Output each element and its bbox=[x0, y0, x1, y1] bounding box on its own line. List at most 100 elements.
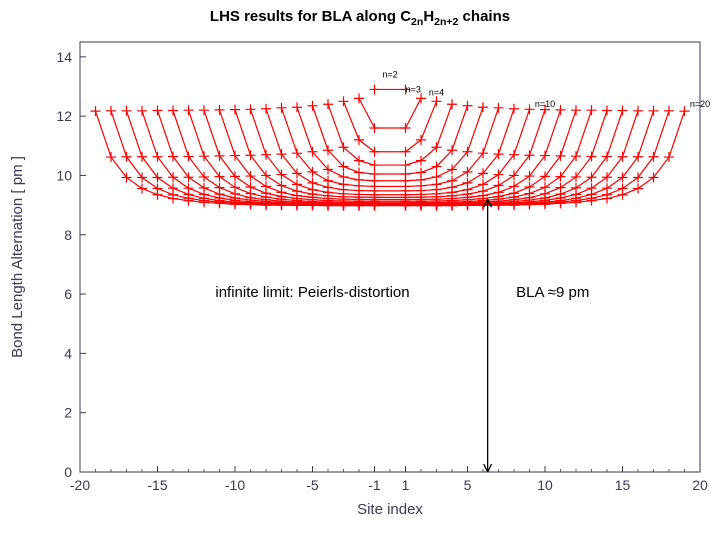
marker-plus bbox=[401, 160, 411, 170]
series-line bbox=[282, 108, 499, 187]
marker-plus bbox=[261, 150, 271, 160]
x-tick-label: 5 bbox=[464, 477, 472, 493]
x-tick-label: 20 bbox=[692, 477, 708, 493]
marker-plus bbox=[649, 173, 659, 183]
x-tick-label: -20 bbox=[70, 477, 90, 493]
marker-plus bbox=[602, 151, 612, 161]
marker-plus bbox=[618, 190, 628, 200]
x-tick-label: -1 bbox=[368, 477, 381, 493]
marker-plus bbox=[168, 172, 178, 182]
marker-plus bbox=[463, 101, 473, 111]
marker-plus bbox=[137, 152, 147, 162]
series-line bbox=[313, 106, 468, 174]
marker-plus bbox=[153, 106, 163, 116]
marker-plus bbox=[370, 147, 380, 157]
y-tick-label: 6 bbox=[64, 286, 72, 302]
marker-plus bbox=[308, 101, 318, 111]
y-tick-label: 12 bbox=[56, 108, 72, 124]
marker-plus bbox=[215, 151, 225, 161]
marker-plus bbox=[246, 171, 256, 181]
y-tick-label: 8 bbox=[64, 227, 72, 243]
marker-plus bbox=[509, 170, 519, 180]
series-line bbox=[328, 104, 452, 165]
marker-plus bbox=[246, 150, 256, 160]
marker-plus bbox=[540, 171, 550, 181]
y-tick-label: 0 bbox=[64, 464, 72, 480]
marker-plus bbox=[432, 96, 442, 106]
bla-chart: -20-15-10-5-11510152002468101214Site ind… bbox=[0, 32, 720, 540]
marker-plus bbox=[649, 106, 659, 116]
marker-plus bbox=[587, 172, 597, 182]
marker-plus bbox=[556, 105, 566, 115]
marker-plus bbox=[153, 190, 163, 200]
y-tick-label: 14 bbox=[56, 49, 72, 65]
marker-plus bbox=[633, 106, 643, 116]
marker-plus bbox=[416, 93, 426, 103]
marker-plus bbox=[137, 183, 147, 193]
marker-plus bbox=[261, 170, 271, 180]
marker-plus bbox=[230, 105, 240, 115]
marker-plus bbox=[137, 106, 147, 116]
y-tick-label: 10 bbox=[56, 167, 72, 183]
marker-plus bbox=[509, 104, 519, 114]
marker-plus bbox=[602, 172, 612, 182]
marker-plus bbox=[633, 183, 643, 193]
marker-plus bbox=[370, 84, 380, 94]
chart-title: LHS results for BLA along C2nH2n+2 chain… bbox=[0, 0, 720, 28]
series-label: n=4 bbox=[429, 87, 444, 97]
marker-plus bbox=[401, 123, 411, 133]
marker-plus bbox=[633, 152, 643, 162]
marker-plus bbox=[540, 151, 550, 161]
series-line bbox=[96, 111, 685, 206]
marker-plus bbox=[153, 173, 163, 183]
marker-plus bbox=[354, 93, 364, 103]
marker-plus bbox=[447, 99, 457, 109]
annotation-bla: BLA ≈9 pm bbox=[516, 284, 589, 301]
x-tick-label: -15 bbox=[147, 477, 167, 493]
marker-plus bbox=[168, 106, 178, 116]
marker-plus bbox=[587, 151, 597, 161]
marker-plus bbox=[199, 151, 209, 161]
marker-plus bbox=[649, 152, 659, 162]
marker-plus bbox=[556, 151, 566, 161]
series-line bbox=[266, 109, 514, 191]
y-axis-label: Bond Length Alternation [ pm ] bbox=[9, 156, 26, 358]
x-axis-label: Site index bbox=[357, 501, 423, 518]
marker-plus bbox=[618, 173, 628, 183]
series-line bbox=[189, 110, 592, 203]
series-label: n=10 bbox=[535, 99, 555, 109]
series-label: n=2 bbox=[382, 70, 397, 80]
marker-plus bbox=[122, 173, 132, 183]
y-tick-label: 2 bbox=[64, 405, 72, 421]
series-label: n=20 bbox=[690, 99, 710, 109]
marker-plus bbox=[184, 151, 194, 161]
marker-plus bbox=[602, 106, 612, 116]
marker-plus bbox=[525, 104, 535, 114]
marker-plus bbox=[478, 102, 488, 112]
series-line bbox=[204, 110, 576, 201]
marker-plus bbox=[556, 172, 566, 182]
marker-plus bbox=[416, 135, 426, 145]
marker-plus bbox=[230, 151, 240, 161]
series-line bbox=[173, 111, 607, 204]
marker-plus bbox=[633, 173, 643, 183]
marker-plus bbox=[618, 106, 628, 116]
marker-plus bbox=[199, 172, 209, 182]
marker-plus bbox=[571, 105, 581, 115]
marker-plus bbox=[525, 150, 535, 160]
x-tick-label: -5 bbox=[306, 477, 319, 493]
marker-plus bbox=[122, 106, 132, 116]
marker-plus bbox=[494, 103, 504, 113]
marker-plus bbox=[261, 104, 271, 114]
marker-plus bbox=[401, 147, 411, 157]
marker-plus bbox=[494, 170, 504, 180]
marker-plus bbox=[323, 99, 333, 109]
x-tick-label: 1 bbox=[402, 477, 410, 493]
x-tick-label: 15 bbox=[615, 477, 631, 493]
marker-plus bbox=[664, 152, 674, 162]
series-label: n=3 bbox=[406, 84, 421, 94]
marker-plus bbox=[199, 105, 209, 115]
marker-plus bbox=[370, 123, 380, 133]
y-tick-label: 4 bbox=[64, 345, 72, 361]
marker-plus bbox=[184, 105, 194, 115]
